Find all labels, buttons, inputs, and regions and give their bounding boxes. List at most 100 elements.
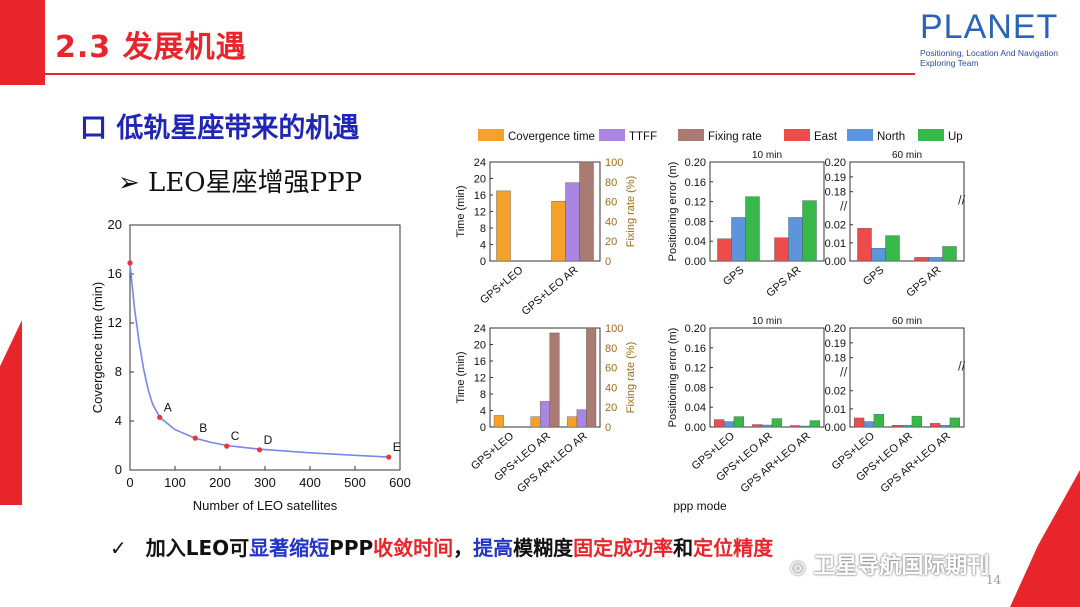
y2-tick-label: 100 (605, 157, 623, 169)
bar-north (723, 421, 735, 428)
y2-axis-label: Fixing rate (%) (625, 342, 637, 414)
y-tick-label: 0.12 (685, 197, 706, 209)
category-label: GPS AR+LEO AR (878, 430, 952, 495)
bar-up (802, 200, 817, 262)
sub-heading: ➢ LEO星座增强PPP (118, 168, 363, 198)
y2-tick-label: 0 (605, 256, 611, 268)
y-tick-label: 16 (474, 190, 486, 202)
point-label: C (231, 429, 240, 443)
y-tick-label: 16 (474, 356, 486, 368)
bar-east (717, 238, 732, 262)
bar-east (857, 228, 872, 262)
y-tick-label: 0.02 (825, 220, 846, 232)
bar-north (761, 424, 773, 428)
y2-tick-label: 60 (605, 363, 617, 375)
logo-tagline-1: Positioning, Location And Navigation (920, 48, 1058, 58)
y-tick-label: 12 (474, 373, 486, 385)
y-tick-label: 20 (474, 340, 486, 352)
bar-north (788, 217, 803, 262)
y-tick-label: 0 (115, 462, 122, 477)
panel-pos-bottom-60: 60 min////0.000.010.020.180.190.20GPS+LE… (825, 316, 966, 495)
bar-north (871, 248, 886, 262)
y-tick-label: 0.00 (825, 256, 846, 268)
y-tick-label: 0.20 (825, 157, 846, 169)
y-tick-label: 0.01 (825, 404, 846, 416)
y-tick-label: 0.02 (825, 386, 846, 398)
y-tick-label: 0.12 (685, 363, 706, 375)
panel-title: 10 min (752, 316, 782, 327)
slide-title: 2.3 发展机遇 (55, 30, 247, 65)
y-tick-label: 8 (480, 223, 486, 235)
legend-label: Covergence time (508, 131, 595, 143)
panel-title: 10 min (752, 150, 782, 161)
y-tick-label: 8 (115, 364, 122, 379)
bar-up (733, 416, 745, 428)
x-axis-label: Number of LEO satellites (193, 498, 338, 513)
category-label: GPS (861, 264, 887, 288)
data-point (224, 443, 230, 449)
legend-swatch (599, 129, 625, 141)
bar-north (928, 257, 943, 262)
y2-tick-label: 80 (605, 343, 617, 355)
bar-fixing-rate (586, 327, 597, 428)
bar-north (731, 217, 746, 262)
panel-frame (709, 327, 825, 428)
y2-tick-label: 40 (605, 216, 617, 228)
check-icon: ✓ (110, 536, 127, 560)
y-tick-label: 0.16 (685, 177, 706, 189)
bar-east (713, 419, 725, 428)
y-tick-label: 24 (474, 157, 486, 169)
legend-swatch (847, 129, 873, 141)
conclusion-text: ✓ 加入LEO可显著缩短PPP收敛时间，提高模糊度固定成功率和定位精度 (110, 532, 773, 561)
y2-tick-label: 80 (605, 177, 617, 189)
y2-tick-label: 40 (605, 382, 617, 394)
category-label: GPS (721, 264, 747, 288)
point-label: E (393, 440, 401, 454)
panel-pos-top-60: 60 min // // 0.00 0.01 0.02 0.18 0.19 0.20 GPS GPS… (825, 150, 966, 300)
conclusion-part-10: 定位精度 (693, 536, 774, 560)
y-tick-label: 4 (480, 406, 486, 418)
category-label: GPS AR+LEO AR (515, 430, 589, 495)
y-tick-label: 4 (115, 413, 122, 428)
panel-title: 60 min (892, 150, 922, 161)
bar-covergence-time (530, 416, 541, 428)
y-tick-label: 24 (474, 323, 486, 335)
conclusion-part-7: 模糊度 (513, 536, 574, 560)
bar-up (745, 196, 760, 262)
y-tick-label: 0.19 (825, 338, 846, 350)
bar-up (771, 418, 783, 428)
bar-east (853, 417, 865, 428)
data-point (157, 414, 163, 420)
bar-east (914, 257, 929, 262)
bar-covergence-time (493, 415, 504, 428)
bar-up (873, 414, 885, 428)
panel-frame (709, 161, 825, 262)
legend-label: Fixing rate (708, 131, 762, 143)
data-point (386, 454, 392, 460)
category-label: GPS+LEO AR (520, 264, 581, 318)
y2-tick-label: 100 (605, 323, 623, 335)
bar-ttff (565, 182, 580, 262)
axis-break-mark: // (840, 199, 848, 214)
y-tick-label: 0.00 (825, 422, 846, 434)
y-tick-label: 0.08 (685, 216, 706, 228)
bar-east (891, 424, 903, 428)
category-label: GPS AR+LEO AR (738, 430, 812, 495)
y2-tick-label: 20 (605, 236, 617, 248)
x-tick-label: 100 (164, 475, 186, 490)
y2-tick-label: 0 (605, 422, 611, 434)
left-bottom-stripe (0, 320, 22, 505)
category-label: GPS AR (764, 264, 803, 300)
bar-north (863, 421, 875, 428)
legend-label: North (877, 131, 905, 143)
y-tick-label: 0.18 (825, 187, 846, 199)
y-tick-label: 0.20 (825, 323, 846, 335)
y-tick-label: 0 (480, 256, 486, 268)
y-axis-label: Time (min) (455, 185, 467, 237)
panel-frame (849, 327, 965, 428)
category-label: GPS+LEO (478, 264, 526, 307)
logo-tagline-2: Exploring Team (920, 58, 979, 68)
convergence-line-chart: 0 100 200 300 400 500 600 0 4 8 12 16 20 Number of LE… (90, 217, 411, 513)
x-tick-label: 0 (126, 475, 133, 490)
